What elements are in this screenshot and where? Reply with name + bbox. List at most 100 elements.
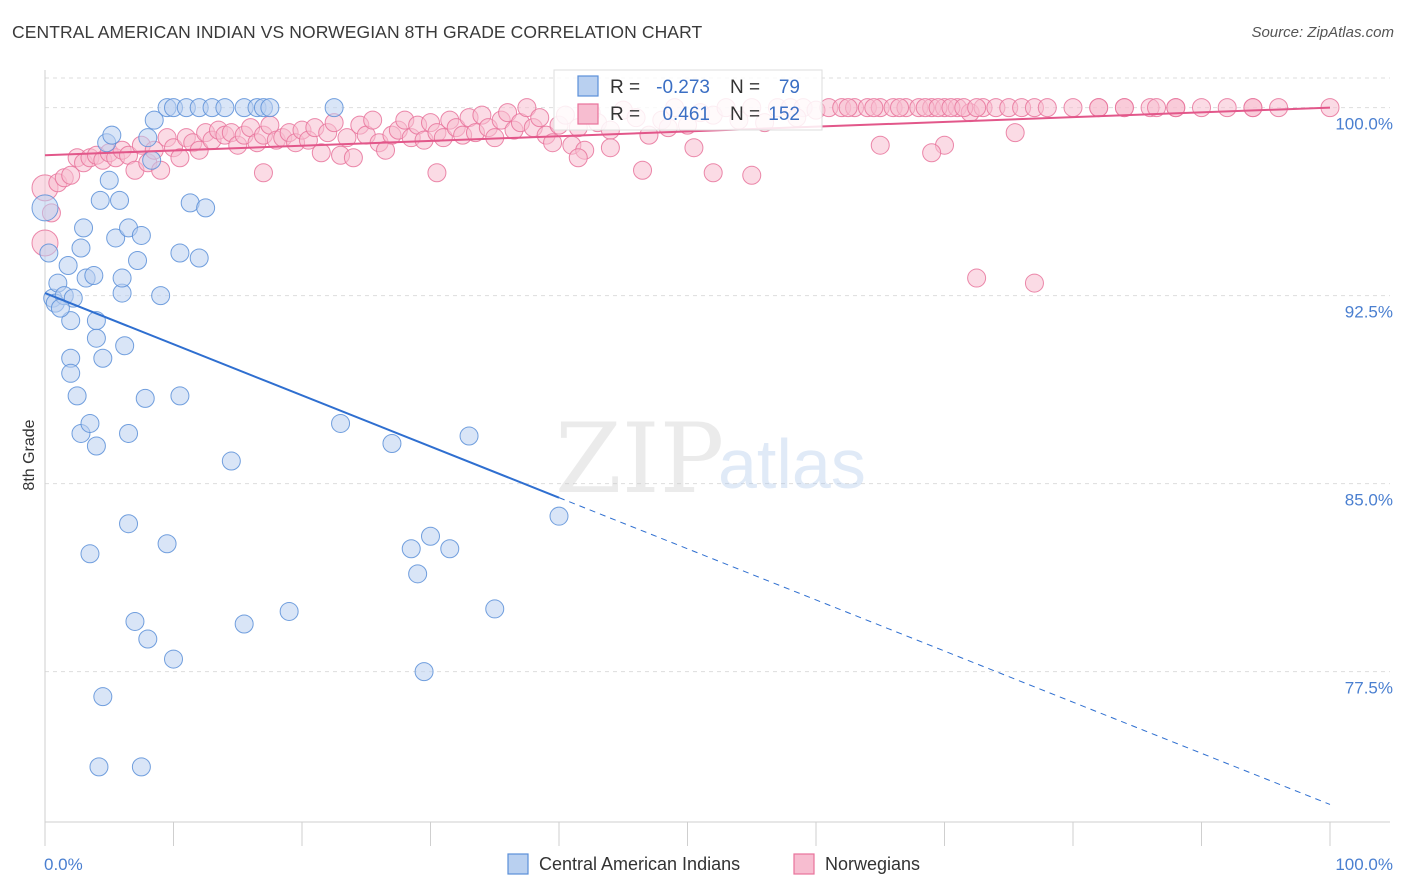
central-american-indians-point-67 [279, 601, 299, 621]
norwegians-point-78 [530, 108, 550, 128]
stats-r-value-2: 0.461 [662, 104, 710, 125]
norwegians-point-147 [922, 143, 942, 163]
trend-line-blue-solid [44, 292, 560, 499]
central-american-indians-point-43 [170, 386, 190, 406]
y-tick-label-1: 85.0% [1345, 491, 1393, 510]
norwegians-point-123 [1063, 98, 1083, 118]
stats-n-value-2: 152 [768, 104, 800, 125]
stats-swatch-blue [577, 75, 599, 97]
norwegians-point-160 [600, 138, 620, 158]
legend-item-norwegians[interactable]: Norwegians [793, 853, 920, 875]
legend-label-norwegians: Norwegians [825, 854, 920, 874]
central-american-indians-point-29 [112, 268, 132, 288]
norwegians-point-139 [967, 98, 987, 118]
central-american-indians-point-22 [93, 348, 113, 368]
central-american-indians-point-56 [331, 413, 351, 433]
norwegians-point-142 [633, 160, 653, 180]
central-american-indians-point-27 [110, 190, 130, 210]
central-american-indians-point-59 [549, 506, 569, 526]
central-american-indians-point-19 [86, 328, 106, 348]
central-american-indians-point-60 [80, 544, 100, 564]
central-american-indians-point-34 [131, 225, 151, 245]
legend-swatch-pink [793, 853, 815, 875]
central-american-indians-point-37 [142, 150, 162, 170]
norwegians-point-161 [568, 148, 588, 168]
central-american-indians-point-7 [61, 311, 81, 331]
central-american-indians-point-62 [157, 534, 177, 554]
central-american-indians-point-65 [164, 649, 183, 669]
y-tick-label-3: 100.0% [1335, 115, 1393, 134]
norwegians-point-158 [684, 138, 704, 158]
watermark-atlas: atlas [718, 425, 866, 503]
trend-line-blue-dashed [558, 497, 1331, 805]
central-american-indians-point-50 [215, 98, 235, 118]
norwegians-point-131 [1269, 98, 1289, 118]
central-american-indians-point-57 [382, 433, 402, 453]
central-american-indians-point-36 [138, 128, 158, 148]
norwegians-point-5 [61, 165, 81, 185]
x-tick-label-1: 100.0% [1335, 855, 1393, 874]
central-american-indians-point-73 [414, 662, 434, 682]
norwegians-point-149 [1024, 273, 1044, 293]
stats-r-label-1: R = [610, 77, 640, 98]
norwegians-point-156 [838, 98, 858, 118]
stats-box: R = -0.273 N = 79 R = 0.461 N = 152 [553, 69, 823, 131]
stats-r-label-2: R = [610, 104, 640, 125]
norwegians-point-80 [543, 133, 563, 153]
norwegians-point-63 [433, 128, 453, 148]
norwegians-point-128 [1192, 98, 1211, 118]
norwegians-point-141 [427, 163, 447, 183]
central-american-indians-point-63 [125, 611, 145, 631]
central-american-indians-point-74 [93, 687, 113, 707]
norwegians-point-154 [1166, 98, 1186, 118]
norwegians-point-22 [170, 148, 190, 168]
stats-n-label-1: N = [730, 77, 760, 98]
central-american-indians-point-30 [115, 336, 135, 356]
central-american-indians-point-71 [440, 539, 460, 559]
central-american-indians-point-72 [485, 599, 505, 619]
central-american-indians-point-9 [61, 363, 81, 383]
x-tick-label-0: 0.0% [44, 855, 83, 874]
y-tick-labels: 77.5% 85.0% 92.5% 100.0% [1335, 115, 1393, 698]
stats-r-value-1: -0.273 [656, 77, 710, 98]
legend-item-central-american-indians[interactable]: Central American Indians [507, 853, 740, 875]
central-american-indians-point-1 [39, 243, 59, 263]
norwegians-point-155 [1243, 98, 1263, 118]
central-american-indians-point-69 [421, 526, 440, 546]
norwegians-point-145 [870, 135, 890, 155]
central-american-indians-point-70 [408, 564, 428, 584]
y-tick-label-0: 77.5% [1345, 679, 1393, 698]
central-american-indians-point-64 [138, 629, 158, 649]
central-american-indians-point-76 [131, 757, 151, 777]
central-american-indians-point-25 [102, 125, 122, 145]
central-american-indians-point-12 [71, 238, 91, 258]
chart-title: CENTRAL AMERICAN INDIAN VS NORWEGIAN 8TH… [12, 22, 703, 42]
central-american-indians-point-20 [86, 436, 106, 456]
legend: Central American Indians Norwegians [507, 853, 920, 875]
trend-line-pink [44, 106, 1331, 157]
central-american-indians-point-24 [99, 170, 119, 190]
central-american-indians-point-6 [58, 256, 78, 276]
norwegians-point-49 [343, 148, 363, 168]
watermark: ZIP atlas [555, 403, 866, 515]
central-american-indians-point-42 [170, 243, 190, 263]
norwegians-point-143 [703, 163, 723, 183]
central-american-indians-point-33 [128, 251, 148, 271]
norwegians-point-133 [864, 98, 884, 118]
watermark-zip: ZIP [555, 403, 724, 515]
norwegians-point-134 [890, 98, 910, 118]
norwegians-point-150 [1005, 123, 1025, 143]
trend-lines [44, 106, 1331, 805]
legend-label-central-american-indians: Central American Indians [539, 854, 740, 874]
stats-swatch-pink [577, 103, 599, 125]
central-american-indians-point-11 [67, 386, 87, 406]
central-american-indians-points [31, 98, 569, 777]
central-american-indians-point-61 [119, 514, 139, 534]
norwegians-point-52 [363, 110, 383, 130]
central-american-indians-point-35 [135, 388, 155, 408]
central-american-indians-point-46 [189, 248, 209, 268]
norwegians-point-152 [1114, 98, 1134, 118]
central-american-indians-point-39 [151, 286, 171, 306]
central-american-indians-point-54 [260, 98, 280, 118]
